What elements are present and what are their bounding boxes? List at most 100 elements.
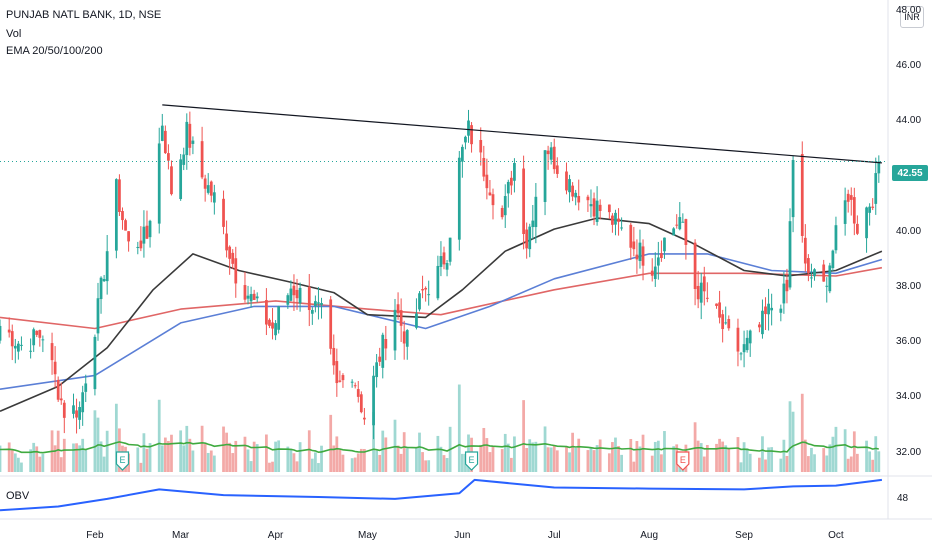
candlestick[interactable] [617, 208, 620, 236]
candlestick[interactable] [265, 288, 268, 336]
candlestick[interactable] [75, 398, 78, 434]
candlestick[interactable] [167, 144, 170, 170]
candlestick[interactable] [534, 183, 538, 244]
candlestick[interactable] [163, 125, 167, 154]
candlestick[interactable] [436, 255, 440, 301]
candlestick[interactable] [877, 155, 881, 183]
candlestick[interactable] [20, 336, 23, 351]
candlestick[interactable] [727, 315, 731, 331]
candlestick[interactable] [736, 318, 740, 367]
candlestick[interactable] [252, 289, 256, 301]
candlestick[interactable] [663, 237, 666, 259]
candlestick[interactable] [332, 334, 336, 375]
candlestick[interactable] [849, 187, 853, 216]
candlestick[interactable] [84, 374, 88, 402]
candlestick[interactable] [405, 329, 409, 360]
candlestick[interactable] [7, 317, 11, 338]
candlestick[interactable] [35, 330, 39, 338]
candlestick[interactable] [543, 149, 547, 216]
candlestick[interactable] [718, 290, 721, 324]
candlestick[interactable] [660, 240, 663, 262]
candlestick[interactable] [684, 218, 688, 260]
candlestick[interactable] [16, 340, 20, 360]
candlestick[interactable] [225, 220, 228, 258]
candlestick[interactable] [338, 370, 342, 383]
candlestick[interactable] [292, 274, 296, 311]
candlestick[interactable] [785, 268, 789, 304]
candlestick[interactable] [457, 151, 461, 251]
candlestick[interactable] [485, 158, 489, 200]
candlestick[interactable] [81, 385, 85, 426]
candlestick[interactable] [375, 354, 379, 388]
candlestick[interactable] [102, 274, 106, 283]
candlestick[interactable] [246, 285, 250, 305]
candlestick[interactable] [696, 270, 700, 309]
candlestick[interactable] [145, 210, 149, 240]
candlestick[interactable] [568, 174, 571, 203]
candlestick[interactable] [234, 246, 238, 298]
candlestick[interactable] [38, 329, 42, 347]
candlestick[interactable] [467, 109, 470, 143]
candlestick[interactable] [460, 144, 464, 178]
candlestick[interactable] [807, 254, 810, 282]
earnings-marker[interactable]: E [676, 451, 690, 471]
candlestick[interactable] [274, 320, 277, 341]
candlestick[interactable] [470, 122, 473, 153]
candlestick[interactable] [396, 292, 400, 320]
candlestick[interactable] [779, 304, 783, 322]
candlestick[interactable] [439, 241, 443, 277]
candlestick[interactable] [182, 147, 186, 171]
candlestick[interactable] [136, 241, 140, 255]
candlestick[interactable] [298, 282, 302, 312]
candlesticks[interactable] [0, 109, 881, 440]
candlestick[interactable] [121, 207, 124, 230]
candlestick[interactable] [761, 299, 764, 339]
candlestick[interactable] [764, 297, 767, 331]
candlestick[interactable] [791, 155, 795, 233]
candlestick[interactable] [384, 325, 388, 361]
candlestick[interactable] [546, 145, 550, 170]
candlestick[interactable] [317, 287, 320, 320]
candlestick[interactable] [105, 234, 109, 295]
candlestick[interactable] [782, 271, 786, 314]
candlestick[interactable] [32, 327, 36, 352]
candlestick[interactable] [268, 318, 271, 329]
candlestick[interactable] [142, 210, 146, 258]
candlestick[interactable] [522, 155, 525, 250]
candlestick[interactable] [513, 158, 516, 193]
candlestick[interactable] [114, 178, 118, 259]
candlestick[interactable] [255, 292, 259, 303]
candlestick[interactable] [464, 135, 467, 150]
candlestick[interactable] [503, 184, 507, 228]
candlestick[interactable] [307, 274, 311, 327]
candlestick[interactable] [788, 208, 792, 290]
earnings-marker[interactable]: E [464, 451, 479, 471]
candlestick[interactable] [813, 268, 816, 281]
candlestick[interactable] [868, 203, 872, 226]
candlestick[interactable] [212, 184, 216, 215]
candlestick[interactable] [552, 138, 556, 174]
candlestick[interactable] [810, 263, 813, 288]
candlestick[interactable] [350, 379, 354, 388]
candlestick[interactable] [852, 187, 856, 236]
candlestick[interactable] [415, 298, 418, 330]
candlestick[interactable] [693, 239, 697, 306]
candlestick[interactable] [421, 275, 424, 299]
candlestick[interactable] [681, 213, 685, 223]
candlestick[interactable] [56, 376, 60, 402]
candlestick[interactable] [871, 198, 875, 211]
candlestick[interactable] [170, 160, 173, 196]
candlestick[interactable] [372, 365, 375, 440]
candlestick[interactable] [445, 260, 449, 277]
candlestick[interactable] [632, 226, 636, 257]
candlestick[interactable] [310, 307, 314, 325]
candlestick[interactable] [206, 173, 210, 195]
candlestick[interactable] [528, 223, 532, 258]
candlestick[interactable] [653, 252, 657, 287]
candlestick[interactable] [571, 182, 574, 202]
candlestick[interactable] [641, 239, 645, 281]
candlestick[interactable] [427, 280, 431, 306]
candlestick[interactable] [638, 229, 642, 269]
candlestick[interactable] [93, 334, 97, 396]
candlestick[interactable] [525, 222, 529, 259]
